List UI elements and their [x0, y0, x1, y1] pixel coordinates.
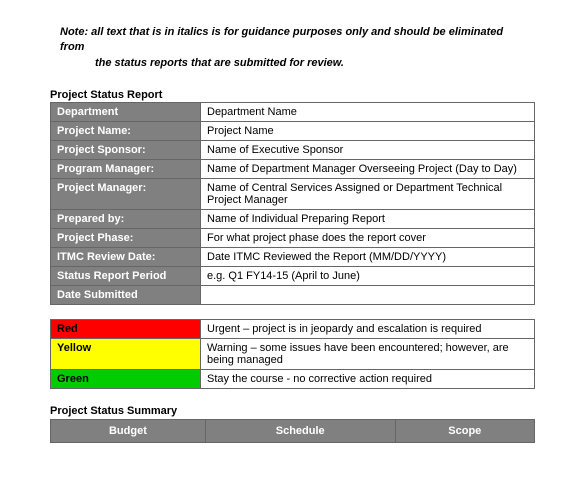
note-line2: the status reports that are submitted fo… [60, 56, 515, 71]
status-desc: Urgent – project is in jeopardy and esca… [201, 320, 535, 339]
field-label: Program Manager: [51, 160, 201, 179]
note-line1: Note: all text that is in italics is for… [60, 25, 515, 56]
field-value: Project Name [201, 122, 535, 141]
table-row: Project Manager:Name of Central Services… [51, 179, 535, 210]
field-value: Name of Department Manager Overseeing Pr… [201, 160, 535, 179]
status-row: GreenStay the course - no corrective act… [51, 370, 535, 389]
field-label: Project Manager: [51, 179, 201, 210]
field-label: Date Submitted [51, 286, 201, 305]
summary-col-scope: Scope [395, 420, 534, 443]
field-label: Project Sponsor: [51, 141, 201, 160]
table-row: ITMC Review Date:Date ITMC Reviewed the … [51, 248, 535, 267]
field-label: ITMC Review Date: [51, 248, 201, 267]
field-value: Name of Central Services Assigned or Dep… [201, 179, 535, 210]
report-table: DepartmentDepartment NameProject Name:Pr… [50, 102, 535, 305]
field-label: Prepared by: [51, 210, 201, 229]
table-row: Project Phase:For what project phase doe… [51, 229, 535, 248]
table-row: Date Submitted [51, 286, 535, 305]
field-value: For what project phase does the report c… [201, 229, 535, 248]
table-row: Program Manager:Name of Department Manag… [51, 160, 535, 179]
summary-title: Project Status Summary [50, 405, 535, 417]
field-value: Department Name [201, 103, 535, 122]
field-value: Name of Executive Sponsor [201, 141, 535, 160]
status-desc: Warning – some issues have been encounte… [201, 339, 535, 370]
summary-table: Budget Schedule Scope [50, 419, 535, 443]
summary-col-schedule: Schedule [205, 420, 395, 443]
status-desc: Stay the course - no corrective action r… [201, 370, 535, 389]
guidance-note: Note: all text that is in italics is for… [50, 25, 535, 71]
status-legend-table: RedUrgent – project is in jeopardy and e… [50, 319, 535, 389]
field-label: Status Report Period [51, 267, 201, 286]
field-label: Project Name: [51, 122, 201, 141]
table-row: Project Name:Project Name [51, 122, 535, 141]
status-label: Yellow [51, 339, 201, 370]
report-title: Project Status Report [50, 89, 535, 101]
summary-col-budget: Budget [51, 420, 206, 443]
status-row: RedUrgent – project is in jeopardy and e… [51, 320, 535, 339]
field-label: Department [51, 103, 201, 122]
field-value: e.g. Q1 FY14-15 (April to June) [201, 267, 535, 286]
field-value: Date ITMC Reviewed the Report (MM/DD/YYY… [201, 248, 535, 267]
table-row: Status Report Periode.g. Q1 FY14-15 (Apr… [51, 267, 535, 286]
status-row: YellowWarning – some issues have been en… [51, 339, 535, 370]
field-value [201, 286, 535, 305]
field-value: Name of Individual Preparing Report [201, 210, 535, 229]
table-row: Prepared by:Name of Individual Preparing… [51, 210, 535, 229]
field-label: Project Phase: [51, 229, 201, 248]
status-label: Green [51, 370, 201, 389]
status-label: Red [51, 320, 201, 339]
table-row: Project Sponsor:Name of Executive Sponso… [51, 141, 535, 160]
table-row: DepartmentDepartment Name [51, 103, 535, 122]
